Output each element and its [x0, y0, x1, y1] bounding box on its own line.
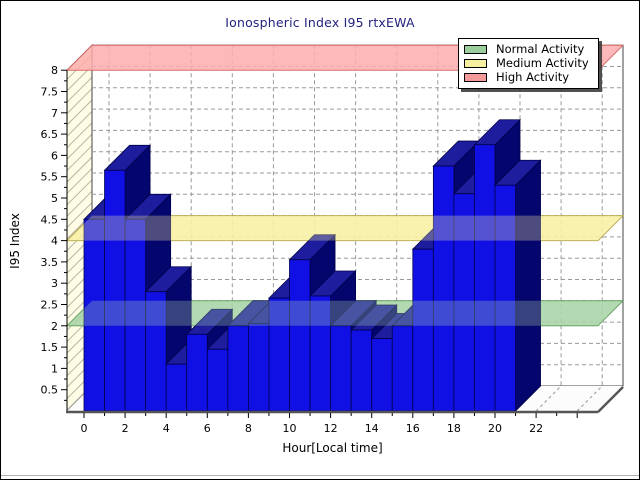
y-axis-title: I95 Index: [8, 213, 22, 269]
svg-text:3: 3: [51, 277, 58, 290]
svg-text:16: 16: [406, 422, 420, 435]
svg-text:0: 0: [81, 422, 88, 435]
legend-swatch-high-icon: [464, 72, 487, 82]
svg-text:2.5: 2.5: [41, 299, 59, 312]
svg-text:22: 22: [529, 422, 543, 435]
svg-text:7: 7: [51, 107, 58, 120]
svg-text:0.5: 0.5: [41, 384, 59, 397]
threshold-overlay-0: [67, 300, 623, 326]
legend-label-medium: Medium Activity: [496, 56, 589, 70]
svg-text:6.5: 6.5: [41, 128, 59, 141]
svg-text:10: 10: [283, 422, 297, 435]
svg-text:2: 2: [122, 422, 129, 435]
svg-text:5.5: 5.5: [41, 171, 59, 184]
y-axis: 0.5 1 1.5 2 2.5 3 3.5 4 4.5 5 5.5 6 6.5 7 7.5 8: [41, 64, 68, 411]
svg-text:4: 4: [51, 235, 58, 248]
chart-title: Ionospheric Index I95 rtxEWA: [225, 15, 415, 30]
svg-text:1: 1: [51, 362, 58, 375]
legend-swatch-normal-icon: [464, 44, 487, 54]
svg-text:4.5: 4.5: [41, 213, 59, 226]
legend-item-medium: Medium Activity: [464, 56, 593, 70]
svg-text:12: 12: [324, 422, 338, 435]
legend: Normal Activity Medium Activity High Act…: [458, 38, 599, 89]
legend-label-normal: Normal Activity: [496, 42, 585, 56]
svg-text:14: 14: [365, 422, 379, 435]
x-axis: 0 2 4 6 8 10 12 14 16 18 20 22: [66, 386, 624, 435]
legend-label-high: High Activity: [496, 70, 570, 84]
bars: [83, 118, 542, 412]
svg-text:20: 20: [488, 422, 502, 435]
svg-text:1.5: 1.5: [41, 341, 59, 354]
svg-text:8: 8: [51, 64, 58, 77]
bottom-rule: [1, 475, 639, 476]
svg-text:3.5: 3.5: [41, 256, 59, 269]
svg-text:6: 6: [51, 149, 58, 162]
svg-text:7.5: 7.5: [41, 86, 59, 99]
legend-swatch-medium-icon: [464, 58, 487, 68]
svg-text:5: 5: [51, 192, 58, 205]
legend-item-normal: Normal Activity: [464, 42, 593, 56]
svg-text:2: 2: [51, 320, 58, 333]
svg-text:18: 18: [447, 422, 461, 435]
legend-item-high: High Activity: [464, 70, 593, 84]
svg-text:6: 6: [204, 422, 211, 435]
x-axis-title: Hour[Local time]: [282, 441, 383, 455]
svg-text:8: 8: [245, 422, 252, 435]
bar-hour-20: [494, 159, 542, 412]
threshold-overlay-1: [67, 215, 623, 241]
svg-text:4: 4: [163, 422, 170, 435]
